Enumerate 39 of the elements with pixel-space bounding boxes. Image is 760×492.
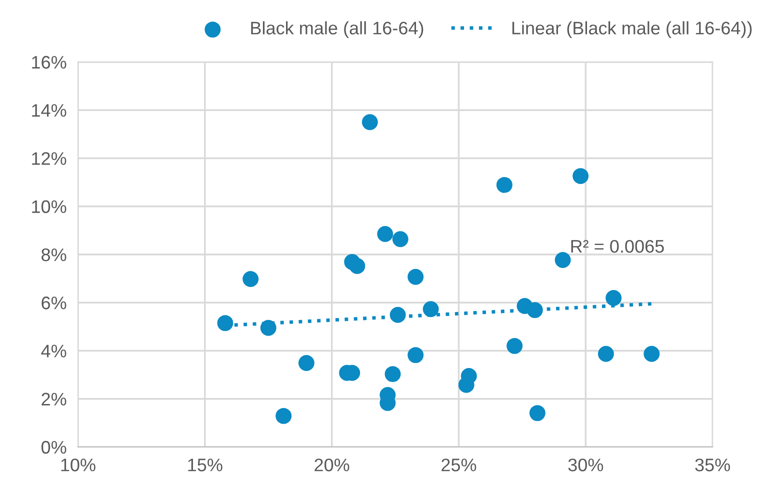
y-tick-label: 2% — [42, 392, 66, 406]
point — [349, 258, 366, 274]
point — [392, 231, 408, 248]
y-tick-label: 6% — [42, 296, 66, 310]
point — [572, 168, 589, 184]
point — [242, 271, 259, 288]
x-tick-label: 20% — [314, 458, 350, 472]
legend-label: Linear (Black male (all 16-64)) — [512, 21, 752, 38]
y-tick-label: 16% — [32, 56, 66, 69]
point — [458, 376, 474, 393]
point — [529, 405, 546, 422]
x-tick-label: 10% — [61, 458, 96, 472]
x-tick-label: 30% — [568, 458, 604, 472]
x-tick-label: 25% — [442, 458, 476, 472]
y-tick-label: 12% — [32, 152, 66, 165]
y-tick-label: 8% — [42, 248, 66, 262]
x-tick-label: 35% — [695, 458, 730, 472]
point — [606, 290, 622, 306]
point — [377, 226, 394, 242]
y-tick-label: 10% — [32, 200, 66, 214]
y-tick-label: 4% — [41, 344, 66, 358]
legend-label: Black male (all 16-64) — [251, 21, 424, 38]
point — [422, 301, 439, 318]
point — [644, 346, 660, 362]
point — [408, 268, 424, 285]
point — [298, 355, 314, 371]
point — [408, 347, 424, 364]
point — [554, 252, 571, 268]
point — [217, 315, 234, 332]
x-tick-label: 15% — [188, 458, 222, 472]
annotation: R² = 0.0065 — [571, 240, 664, 253]
point — [362, 114, 378, 130]
point — [496, 176, 512, 193]
point — [276, 408, 292, 424]
y-tick-label: 14% — [32, 104, 66, 117]
point — [598, 346, 614, 362]
y-tick-label: 0% — [41, 440, 66, 454]
point — [506, 338, 523, 354]
point — [384, 366, 401, 382]
